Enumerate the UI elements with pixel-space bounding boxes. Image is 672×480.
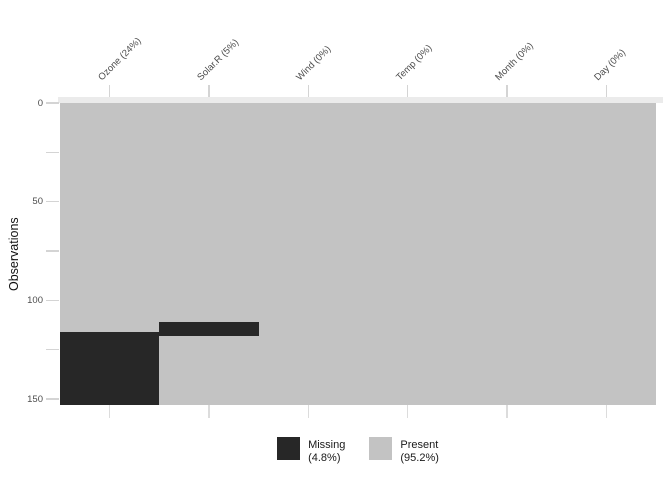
- legend-label: Missing (4.8%): [308, 437, 345, 464]
- y-axis-tick: [46, 151, 59, 154]
- column-label: Wind (0%): [294, 43, 334, 83]
- legend-item-missing: Missing (4.8%): [277, 437, 345, 464]
- y-axis-tick: [46, 200, 59, 203]
- top-axis-tick: [605, 85, 608, 97]
- column-label: Day (0%): [592, 47, 629, 83]
- legend: Missing (4.8%) Present (95.2%): [60, 437, 656, 464]
- bottom-axis-tick: [208, 405, 210, 418]
- bottom-axis-tick: [605, 405, 608, 418]
- legend-label-percent: (4.8%): [308, 451, 341, 464]
- legend-item-present: Present (95.2%): [369, 437, 439, 464]
- y-axis-tick: [46, 398, 59, 400]
- column-label: Solar.R (5%): [195, 37, 242, 83]
- y-tick-label: 50: [32, 196, 43, 208]
- missing-block: [60, 331, 160, 405]
- bottom-axis-tick: [307, 405, 310, 418]
- bottom-axis-tick: [108, 405, 111, 418]
- y-tick-label: 150: [27, 393, 43, 405]
- missing-block: [159, 322, 259, 336]
- top-axis-tick: [406, 85, 409, 97]
- legend-swatch-missing: [277, 437, 301, 460]
- y-axis-title: Observations: [7, 217, 21, 291]
- bottom-axis-tick: [506, 405, 508, 418]
- legend-label: Present (95.2%): [400, 437, 439, 464]
- legend-swatch-present: [369, 437, 393, 460]
- top-axis-line: [58, 97, 663, 103]
- y-axis-tick: [46, 250, 59, 252]
- column-label: Ozone (24%): [95, 35, 144, 83]
- top-axis-tick: [307, 85, 310, 97]
- legend-label-text: Present: [400, 439, 439, 451]
- legend-label-text: Missing: [308, 439, 346, 451]
- plot-panel: [60, 103, 656, 405]
- y-tick-label: 0: [37, 97, 43, 109]
- y-tick-label: 100: [27, 294, 43, 306]
- bottom-axis-tick: [406, 405, 409, 418]
- top-axis-tick: [108, 85, 111, 97]
- legend-label-percent: (95.2%): [400, 451, 439, 464]
- top-axis-tick: [506, 85, 508, 97]
- y-axis-tick: [46, 102, 59, 104]
- column-label: Month (0%): [493, 40, 536, 83]
- column-label: Temp (0%): [393, 42, 435, 83]
- top-axis-tick: [208, 85, 210, 97]
- y-axis-tick: [46, 299, 59, 302]
- y-axis-tick: [46, 348, 59, 351]
